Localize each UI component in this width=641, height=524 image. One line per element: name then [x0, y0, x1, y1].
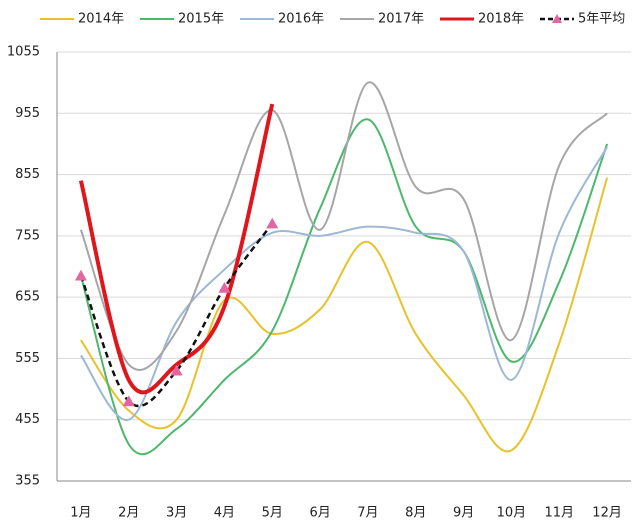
legend-label: 5年平均	[578, 12, 625, 27]
series-marker	[170, 364, 183, 376]
series-marker	[122, 395, 135, 407]
legend-label: 2018年	[478, 12, 524, 27]
series-line	[78, 103, 275, 395]
series-marker	[74, 269, 87, 281]
y-tick-label: 755	[15, 228, 40, 243]
y-tick-label: 355	[15, 474, 40, 489]
x-tick-label: 6月	[309, 506, 330, 521]
x-tick-label: 11月	[544, 506, 574, 521]
series-line	[79, 222, 274, 408]
x-tick-label: 10月	[497, 506, 527, 521]
legend-label: 2015年	[178, 12, 224, 27]
series-line	[80, 177, 609, 453]
x-tick-label: 12月	[592, 506, 622, 521]
legend-label: 2016年	[278, 12, 324, 27]
x-tick-label: 2月	[118, 506, 139, 521]
x-tick-label: 3月	[166, 506, 187, 521]
y-tick-label: 555	[15, 351, 40, 366]
y-tick-label: 655	[15, 290, 40, 305]
y-tick-label: 955	[15, 106, 40, 121]
legend-marker	[552, 14, 562, 23]
y-tick-label: 1055	[7, 45, 40, 60]
series-line	[79, 81, 608, 371]
series-marker	[218, 281, 231, 293]
y-tick-label: 855	[15, 167, 40, 182]
x-tick-label: 1月	[70, 506, 91, 521]
legend-label: 2017年	[378, 12, 424, 27]
x-tick-label: 4月	[214, 506, 235, 521]
x-tick-label: 5月	[262, 506, 283, 521]
legend-label: 2014年	[78, 12, 124, 27]
series-line	[80, 146, 608, 421]
x-tick-label: 7月	[357, 506, 378, 521]
x-tick-label: 8月	[405, 506, 426, 521]
series-line	[79, 118, 609, 456]
y-tick-label: 455	[15, 412, 40, 427]
x-tick-label: 9月	[453, 506, 474, 521]
series-marker	[266, 217, 279, 229]
